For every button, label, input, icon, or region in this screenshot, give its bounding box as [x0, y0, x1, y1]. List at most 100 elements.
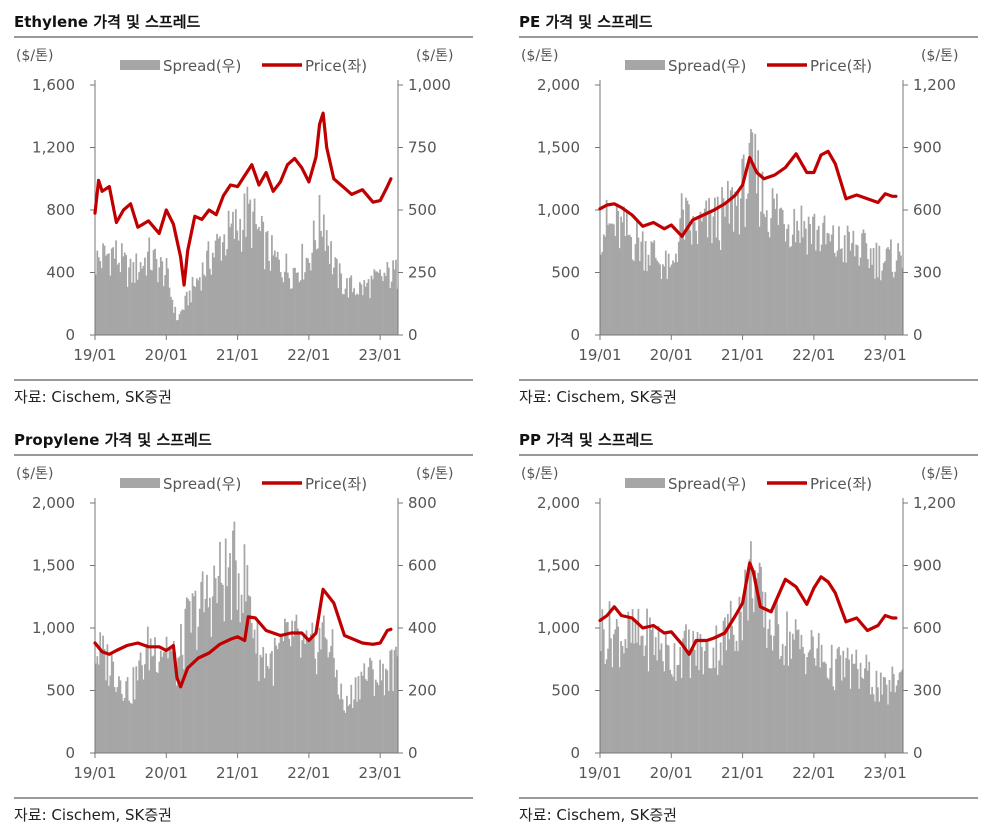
- spread-bar: [253, 629, 256, 753]
- spread-bar: [308, 639, 311, 753]
- spread-bar: [787, 665, 790, 753]
- spread-bar: [623, 653, 625, 753]
- legend: Spread(우) Price(좌): [625, 475, 872, 493]
- spread-bar: [819, 667, 822, 753]
- spread-bar: [236, 230, 239, 335]
- spread-bar: [722, 198, 725, 335]
- spread-bar: [602, 629, 605, 753]
- spread-bar: [754, 570, 757, 753]
- spread-bar: [651, 242, 654, 335]
- spread-bar: [864, 668, 866, 753]
- spread-bar: [330, 645, 332, 753]
- spread-bar: [193, 596, 195, 753]
- spread-bar: [695, 230, 697, 335]
- spread-bar: [341, 293, 344, 335]
- spread-bar: [601, 609, 604, 753]
- spread-bar: [263, 678, 266, 753]
- spread-bar: [297, 272, 299, 335]
- spread-bar: [611, 223, 614, 335]
- y-tick-left-label: 2,000: [32, 494, 75, 512]
- spread-bar: [832, 225, 835, 335]
- spread-bar: [165, 636, 168, 753]
- spread-bar: [709, 213, 712, 335]
- spread-bar: [110, 654, 113, 753]
- y-tick-left-label: 500: [46, 682, 75, 700]
- spread-bar: [891, 666, 894, 753]
- spread-bar: [327, 245, 330, 335]
- spread-bar: [171, 651, 174, 753]
- spread-bar: [226, 586, 229, 753]
- chart-panel-ethylene: Ethylene 가격 및 스프레드 ($/톤) ($/톤) Spread(우) Pri…: [0, 0, 490, 418]
- spread-bar: [685, 197, 687, 335]
- spread-bar: [783, 224, 785, 335]
- spread-bar: [269, 653, 272, 753]
- spread-bar: [374, 271, 377, 335]
- spread-bar: [604, 663, 607, 753]
- spread-bar: [220, 582, 223, 753]
- spread-bar: [180, 623, 182, 753]
- spread-bar: [106, 254, 109, 335]
- spread-bars: [600, 541, 904, 753]
- spread-bar: [742, 154, 745, 335]
- spread-bar: [317, 248, 319, 335]
- legend-label-spread: Spread(우): [668, 475, 746, 493]
- spread-bar: [308, 262, 311, 335]
- spread-bar: [816, 648, 819, 753]
- price-line: [93, 111, 393, 287]
- spread-bar: [875, 242, 878, 335]
- spread-bar: [660, 643, 663, 753]
- spread-bar: [139, 262, 142, 335]
- spread-bar: [866, 259, 869, 335]
- spread-bar: [174, 306, 177, 335]
- spread-bar: [832, 686, 835, 753]
- spread-bar: [333, 657, 335, 753]
- spread-bar: [288, 278, 291, 335]
- spread-bar: [377, 272, 380, 335]
- spread-bar: [722, 620, 725, 753]
- spread-bar: [777, 624, 780, 753]
- left-axis-unit: ($/톤): [521, 48, 558, 64]
- spread-bar: [376, 682, 379, 753]
- spread-bar: [822, 662, 824, 753]
- spread-bar: [634, 244, 637, 335]
- spread-bar: [278, 642, 280, 753]
- spread-bar: [396, 288, 399, 335]
- spread-bar: [872, 694, 875, 753]
- spread-bar: [167, 658, 169, 753]
- spread-bar: [742, 595, 745, 753]
- x-tick-label: 21/01: [721, 346, 764, 364]
- spread-bar: [374, 679, 377, 753]
- spread-bar: [266, 666, 269, 753]
- spread-bar: [369, 657, 371, 753]
- spread-bar: [657, 262, 660, 335]
- spread-bar: [884, 677, 886, 753]
- y-tick-right-label: 0: [408, 744, 418, 762]
- spread-bar: [731, 187, 734, 335]
- spread-bar: [148, 670, 151, 753]
- spread-bar: [312, 220, 315, 335]
- spread-bar: [146, 251, 149, 335]
- spread-bar: [279, 636, 282, 753]
- spread-bar: [298, 632, 301, 753]
- spread-bar: [318, 627, 321, 753]
- spread-bar: [741, 640, 744, 753]
- spread-bar: [760, 566, 762, 753]
- spread-bar: [145, 275, 148, 335]
- spread-bar: [614, 629, 617, 753]
- spread-bar: [898, 251, 901, 335]
- spread-bar: [669, 669, 671, 753]
- spread-bar: [289, 646, 292, 753]
- spread-bar: [765, 210, 768, 335]
- spread-bar: [856, 669, 859, 753]
- spread-bar: [172, 641, 175, 753]
- spread-bar: [162, 286, 165, 335]
- x-tick-label: 19/01: [73, 346, 116, 364]
- spread-bar: [600, 254, 602, 335]
- spread-bar: [383, 695, 386, 753]
- spread-bar: [330, 241, 332, 335]
- spread-bar: [768, 237, 771, 335]
- spread-bar: [855, 244, 858, 335]
- spread-bar: [372, 669, 374, 753]
- spread-bar: [851, 654, 853, 753]
- spread-bar: [803, 221, 806, 335]
